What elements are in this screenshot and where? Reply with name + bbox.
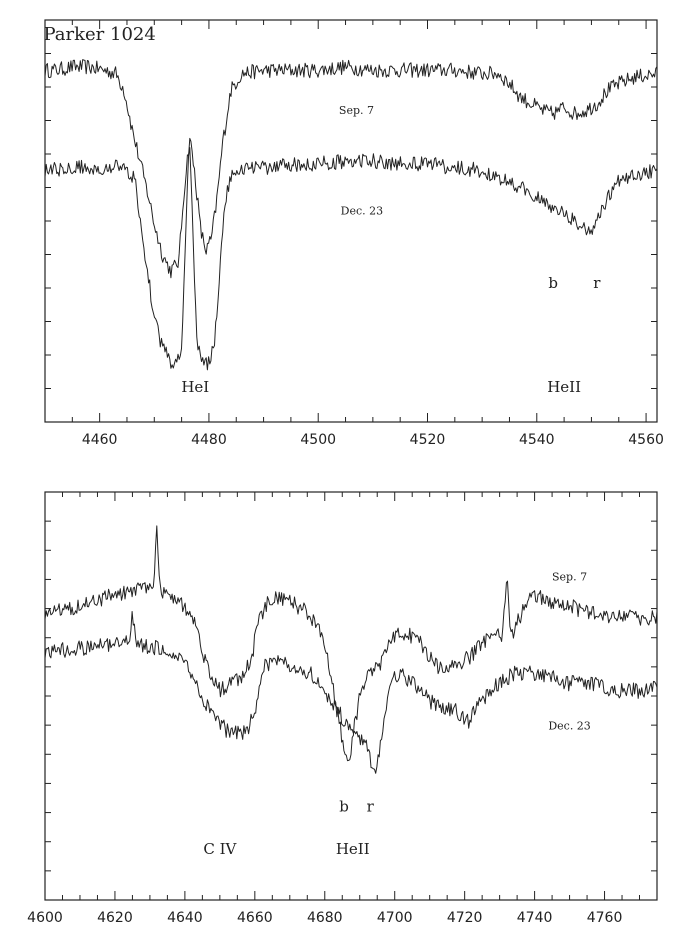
bottom-spectrum-panel: 4600 4620 4640 4660 4680 4700 4720 4740 4760 Sep.…	[27, 491, 658, 926]
x-tick-label: 4460	[82, 432, 118, 448]
top-spectrum-panel: 4460 4480 4500 4520 4540 4560 Parker 1024 Sep. …	[43, 19, 664, 448]
annotation-label: HeII	[336, 840, 370, 858]
x-tick-label: 4720	[447, 910, 483, 926]
x-tick-label: 4520	[410, 432, 446, 448]
x-tick-label: 4640	[167, 910, 203, 926]
x-tick-label: 4680	[307, 910, 343, 926]
x-tick-label: 4660	[237, 910, 273, 926]
annotation-label: b	[548, 274, 558, 292]
annotation-label: b	[339, 797, 349, 815]
annotation-label: C IV	[203, 840, 237, 858]
annotation-label: Parker 1024	[43, 24, 155, 45]
annotation-label: HeI	[181, 378, 209, 396]
x-tick-label: 4740	[517, 910, 553, 926]
x-tick-label: 4500	[300, 432, 336, 448]
annotation-label: Sep. 7	[552, 571, 587, 584]
spectrum-line-dec-23	[44, 147, 658, 371]
annotation-label: Dec. 23	[341, 204, 383, 217]
x-tick-label: 4560	[628, 432, 664, 448]
spectrum-line-dec-23	[44, 611, 658, 774]
x-tick-label: 4480	[191, 432, 227, 448]
annotation-label: r	[593, 274, 601, 292]
plot-frame	[44, 19, 658, 423]
plot-frame	[44, 491, 658, 901]
annotation-label: Sep. 7	[339, 104, 374, 117]
x-tick-label: 4760	[587, 910, 623, 926]
x-tick-label: 4540	[519, 432, 555, 448]
spectrum-line-sep-7	[44, 525, 658, 762]
x-tick-label: 4700	[377, 910, 413, 926]
annotation-label: Dec. 23	[548, 720, 590, 733]
x-tick-label: 4620	[97, 910, 133, 926]
spectrum-line-sep-7	[44, 59, 658, 279]
annotation-label: r	[367, 797, 375, 815]
x-tick-label: 4600	[27, 910, 63, 926]
annotation-label: HeII	[547, 378, 581, 396]
